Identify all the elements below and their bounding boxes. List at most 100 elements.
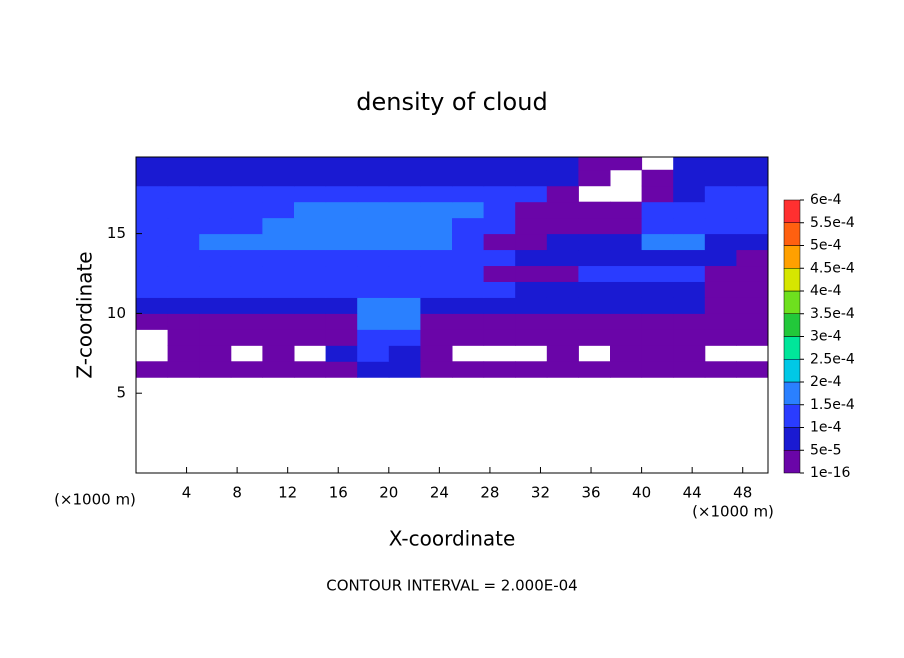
- chart-title: density of cloud: [356, 88, 547, 116]
- contour-cell: [704, 185, 737, 203]
- contour-cell: [610, 233, 643, 251]
- contour-cell: [736, 169, 769, 187]
- contour-cell: [388, 201, 421, 219]
- contour-cell: [736, 157, 769, 171]
- contour-cell: [515, 233, 548, 251]
- contour-cell: [136, 157, 169, 171]
- contour-cell: [483, 313, 516, 330]
- contour-cell: [704, 265, 737, 282]
- contour-cell: [136, 169, 169, 187]
- contour-cell: [483, 185, 516, 203]
- contour-cell: [610, 329, 643, 346]
- contour-cell: [641, 281, 674, 298]
- contour-cell: [673, 297, 706, 314]
- contour-cell: [230, 233, 263, 251]
- contour-cell: [136, 201, 169, 219]
- contour-cell: [325, 313, 358, 330]
- contour-cell: [262, 329, 295, 346]
- contour-cell: [388, 217, 421, 235]
- contour-cell: [452, 265, 485, 282]
- colorbar-band: [783, 290, 801, 314]
- contour-cell: [262, 313, 295, 330]
- contour-cell: [452, 281, 485, 298]
- contour-cell: [641, 249, 674, 267]
- contour-cell: [325, 345, 358, 362]
- contour-cell: [452, 313, 485, 330]
- contour-cell: [167, 297, 200, 314]
- contour-cell: [388, 249, 421, 267]
- contour-cell: [167, 265, 200, 282]
- contour-cell: [736, 265, 769, 282]
- contour-cell: [325, 281, 358, 298]
- contour-cell: [578, 361, 611, 378]
- contour-cell: [294, 185, 327, 203]
- x-tick-label: 28: [480, 484, 499, 502]
- contour-cell: [641, 361, 674, 378]
- contour-cell: [673, 249, 706, 267]
- contour-cell: [199, 157, 232, 171]
- contour-cell: [262, 249, 295, 267]
- y-tick-label: 10: [107, 304, 126, 322]
- contour-cell: [167, 185, 200, 203]
- contour-cell: [641, 185, 674, 203]
- x-tick-label: 12: [278, 484, 297, 502]
- contour-cell: [673, 281, 706, 298]
- contour-cell: [167, 361, 200, 378]
- contour-cell: [546, 281, 579, 298]
- contour-cell: [673, 265, 706, 282]
- contour-cell: [262, 201, 295, 219]
- contour-cell: [230, 265, 263, 282]
- contour-cell: [136, 249, 169, 267]
- contour-cell: [452, 233, 485, 251]
- contour-cell: [673, 185, 706, 203]
- colorbar-label: 1e-16: [810, 465, 850, 481]
- contour-cell: [357, 233, 390, 251]
- x-tick-label: 44: [683, 484, 702, 502]
- contour-cell: [736, 361, 769, 378]
- contour-cell: [736, 201, 769, 219]
- contour-cell: [262, 265, 295, 282]
- contour-cell: [578, 233, 611, 251]
- contour-cell: [388, 157, 421, 171]
- contour-cell: [452, 329, 485, 346]
- x-tick-label: 48: [733, 484, 752, 502]
- contour-cell: [610, 201, 643, 219]
- contour-cell: [262, 361, 295, 378]
- contour-cell: [704, 329, 737, 346]
- contour-cell: [641, 217, 674, 235]
- contour-cell: [325, 201, 358, 219]
- contour-cell: [578, 313, 611, 330]
- contour-cell: [199, 265, 232, 282]
- contour-cell: [136, 297, 169, 314]
- contour-cell: [578, 329, 611, 346]
- contour-cell: [641, 329, 674, 346]
- contour-cell: [483, 233, 516, 251]
- contour-cell: [704, 157, 737, 171]
- y-unit: (×1000 m): [54, 491, 136, 509]
- contour-cell: [641, 297, 674, 314]
- contour-cell: [357, 281, 390, 298]
- colorbar-band: [783, 359, 801, 383]
- colorbar-band: [783, 222, 801, 246]
- x-tick-label: 40: [632, 484, 651, 502]
- contour-cell: [388, 265, 421, 282]
- contour-cell: [420, 313, 453, 330]
- colorbar-band: [783, 268, 801, 292]
- contour-cell: [420, 157, 453, 171]
- contour-cell: [578, 265, 611, 282]
- contour-cell: [578, 297, 611, 314]
- contour-cell: [167, 345, 200, 362]
- contour-cell: [420, 233, 453, 251]
- x-tick-label: 4: [182, 484, 192, 502]
- contour-cell: [641, 169, 674, 187]
- contour-cell: [136, 281, 169, 298]
- contour-cell: [515, 297, 548, 314]
- contour-cell: [199, 169, 232, 187]
- contour-cell: [294, 265, 327, 282]
- contour-cell: [325, 217, 358, 235]
- contour-cell: [230, 313, 263, 330]
- contour-cell: [673, 313, 706, 330]
- contour-cell: [230, 201, 263, 219]
- contour-cell: [357, 185, 390, 203]
